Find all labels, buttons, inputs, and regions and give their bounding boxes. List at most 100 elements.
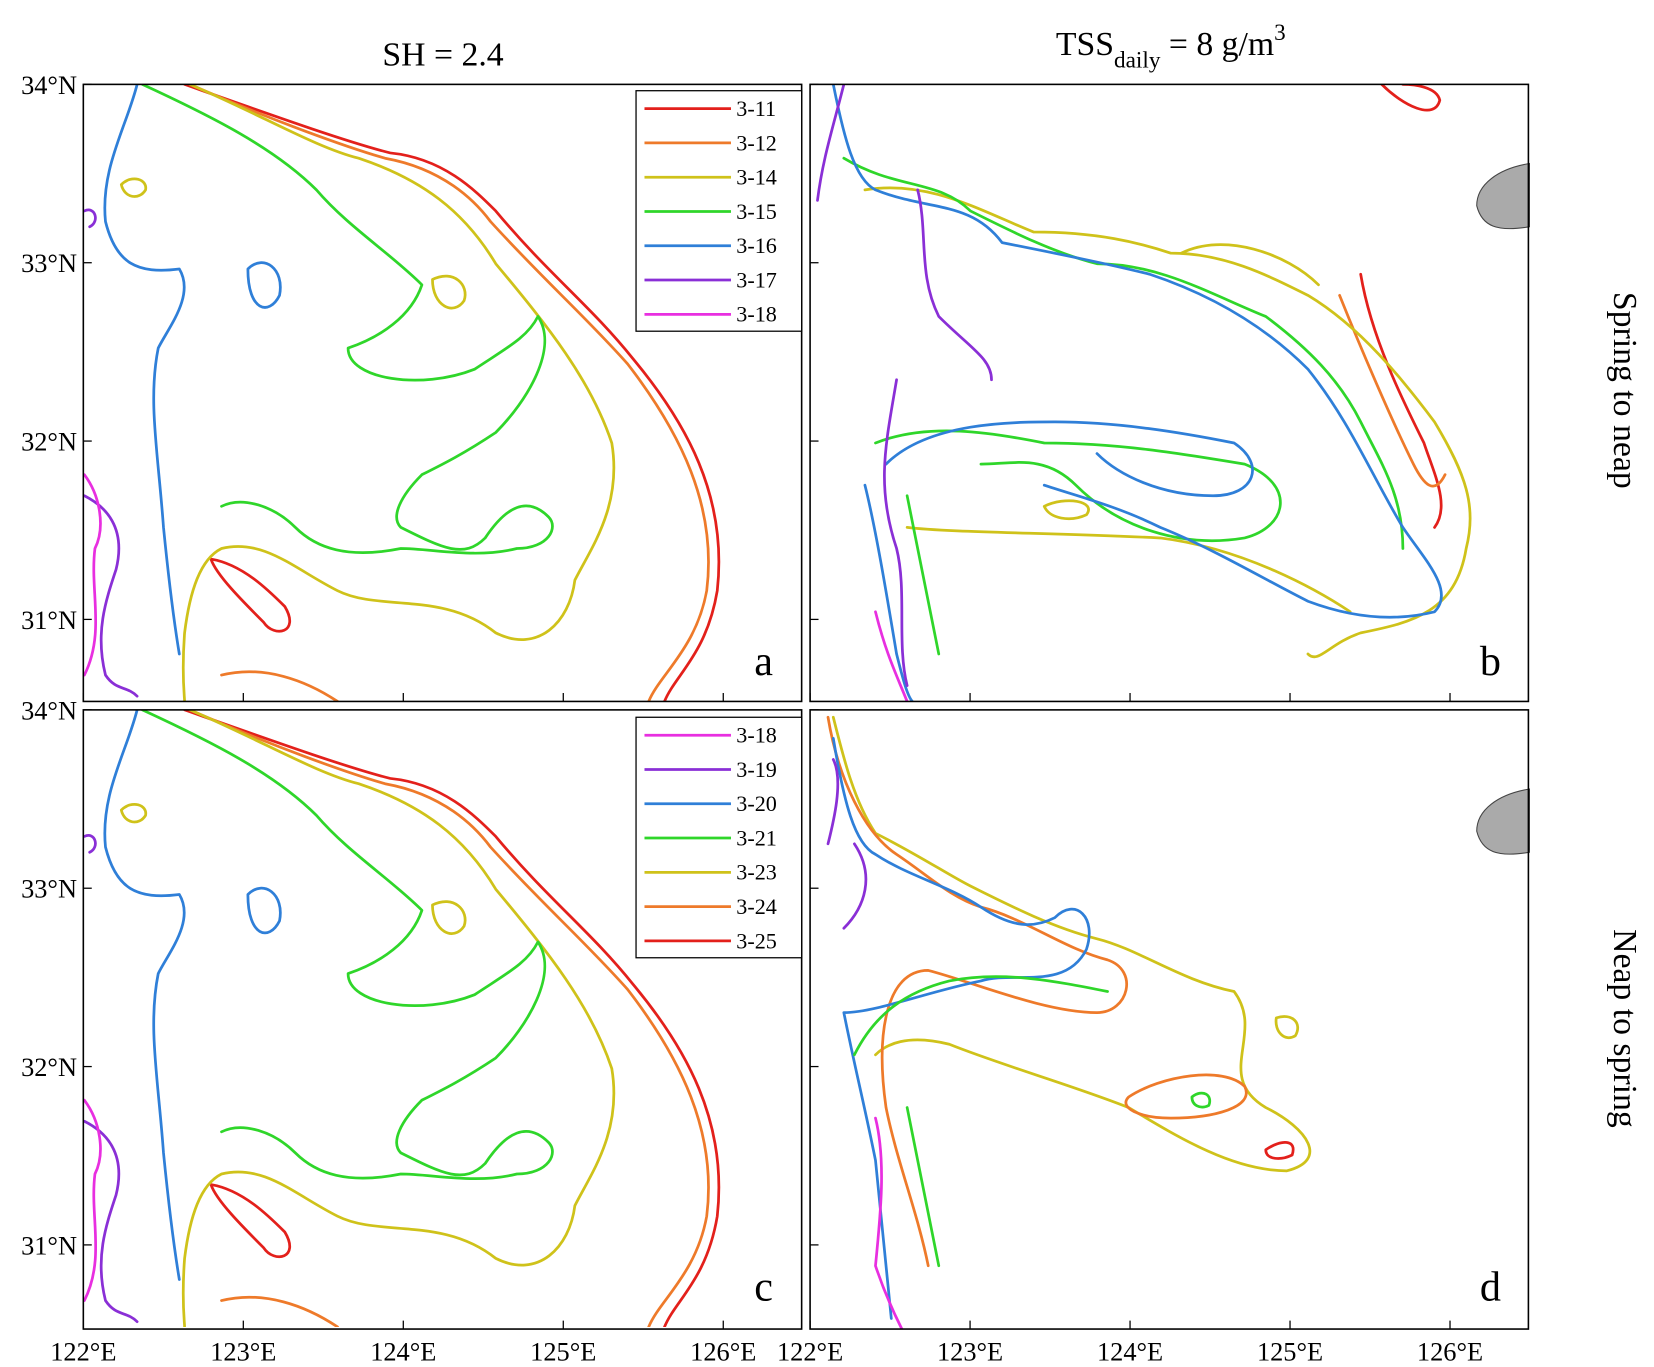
title-superscript: 3 [1274, 20, 1286, 46]
contour [220, 670, 339, 702]
contour [1124, 1073, 1248, 1120]
legend-label: 3-16 [736, 233, 777, 258]
legend-label: 3-18 [736, 302, 777, 327]
land [1476, 162, 1530, 230]
contour [431, 900, 467, 935]
contour [141, 709, 554, 1181]
contour [1264, 1141, 1295, 1160]
panel-label: a [754, 638, 773, 685]
contour [874, 429, 1282, 542]
y-tick-label: 34°N [21, 696, 77, 725]
panel-label: b [1480, 638, 1501, 685]
contour [103, 84, 186, 656]
contour [141, 84, 554, 555]
contour [842, 156, 1405, 550]
x-tick-label: 125°E [530, 1338, 596, 1367]
x-tick-label: 125°E [1257, 1338, 1323, 1367]
y-tick-label: 31°N [21, 606, 77, 635]
contours [816, 84, 1472, 702]
contour [1338, 293, 1447, 488]
contour [246, 887, 282, 935]
contour [83, 208, 97, 229]
title-main: TSS [1056, 26, 1114, 63]
y-tick-label: 32°N [21, 1053, 77, 1082]
panel-frame [82, 709, 803, 1330]
legend-label: 3-20 [736, 791, 777, 816]
contours [83, 709, 721, 1327]
contour [831, 715, 1312, 1173]
left-title: SH = 2.4 [382, 36, 503, 73]
contour [826, 758, 840, 846]
contour [1380, 84, 1442, 112]
contour [183, 84, 721, 702]
x-tick-label: 124°E [1097, 1338, 1163, 1367]
contour [181, 84, 616, 702]
contour [831, 736, 1091, 1320]
contour [874, 1116, 904, 1330]
x-tick-label: 122°E [50, 1338, 116, 1367]
right-title: TSSdaily = 8 g/m3 [1056, 20, 1286, 73]
contour [119, 177, 147, 198]
contours [826, 715, 1312, 1330]
contour [826, 715, 1128, 1268]
legend-label: 3-23 [736, 860, 777, 885]
contour [83, 494, 139, 698]
contour [1190, 1091, 1212, 1109]
title-rest: = 8 g/m [1160, 26, 1274, 63]
contour [1042, 499, 1090, 521]
contour [246, 261, 282, 309]
x-tick-label: 122°E [777, 1338, 843, 1367]
x-tick-label: 124°E [370, 1338, 436, 1367]
y-tick-label: 32°N [21, 428, 77, 457]
contour [1274, 1015, 1300, 1039]
x-tick-label: 126°E [690, 1338, 756, 1367]
x-tick-label: 126°E [1417, 1338, 1483, 1367]
x-tick-label: 123°E [210, 1338, 276, 1367]
figure-body: SH = 2.4 TSSdaily = 8 g/m3 Spring to nea… [21, 20, 1643, 1367]
contour [183, 709, 721, 1327]
contour [209, 1183, 292, 1258]
legend-label: 3-11 [736, 96, 776, 121]
contour [874, 610, 909, 702]
row-label: Spring to neap [1606, 292, 1643, 489]
contour [83, 1119, 139, 1324]
panel-frame [809, 709, 1530, 1330]
contour [119, 802, 147, 824]
contour [1359, 272, 1443, 529]
contour [853, 975, 1109, 1057]
legend-label: 3-24 [736, 894, 777, 919]
legend-label: 3-19 [736, 757, 777, 782]
contour [863, 186, 1472, 659]
y-tick-label: 31°N [21, 1231, 77, 1260]
contour [188, 84, 710, 702]
legend-label: 3-25 [736, 928, 777, 953]
contours [83, 84, 721, 702]
contour [905, 494, 941, 656]
panel-frame [809, 83, 1530, 703]
x-tick-label: 123°E [937, 1338, 1003, 1367]
contour [916, 188, 993, 382]
contour [905, 526, 1352, 614]
contour [83, 834, 97, 854]
contour [220, 1295, 339, 1327]
y-tick-label: 34°N [21, 71, 77, 100]
contour [431, 274, 467, 310]
legend-label: 3-12 [736, 130, 777, 155]
contour [209, 557, 292, 633]
contour [188, 709, 710, 1327]
contour [884, 420, 1254, 498]
legend-label: 3-15 [736, 199, 777, 224]
legend-label: 3-18 [736, 723, 777, 748]
contour [905, 1106, 941, 1268]
panel-label: c [754, 1264, 773, 1311]
contour [831, 84, 1443, 619]
y-tick-label: 33°N [21, 249, 77, 278]
contour [1180, 243, 1320, 287]
contour [883, 378, 909, 687]
y-tick-label: 33°N [21, 875, 77, 904]
contour [816, 84, 846, 202]
panel-frame [82, 83, 803, 703]
contour [842, 842, 868, 930]
